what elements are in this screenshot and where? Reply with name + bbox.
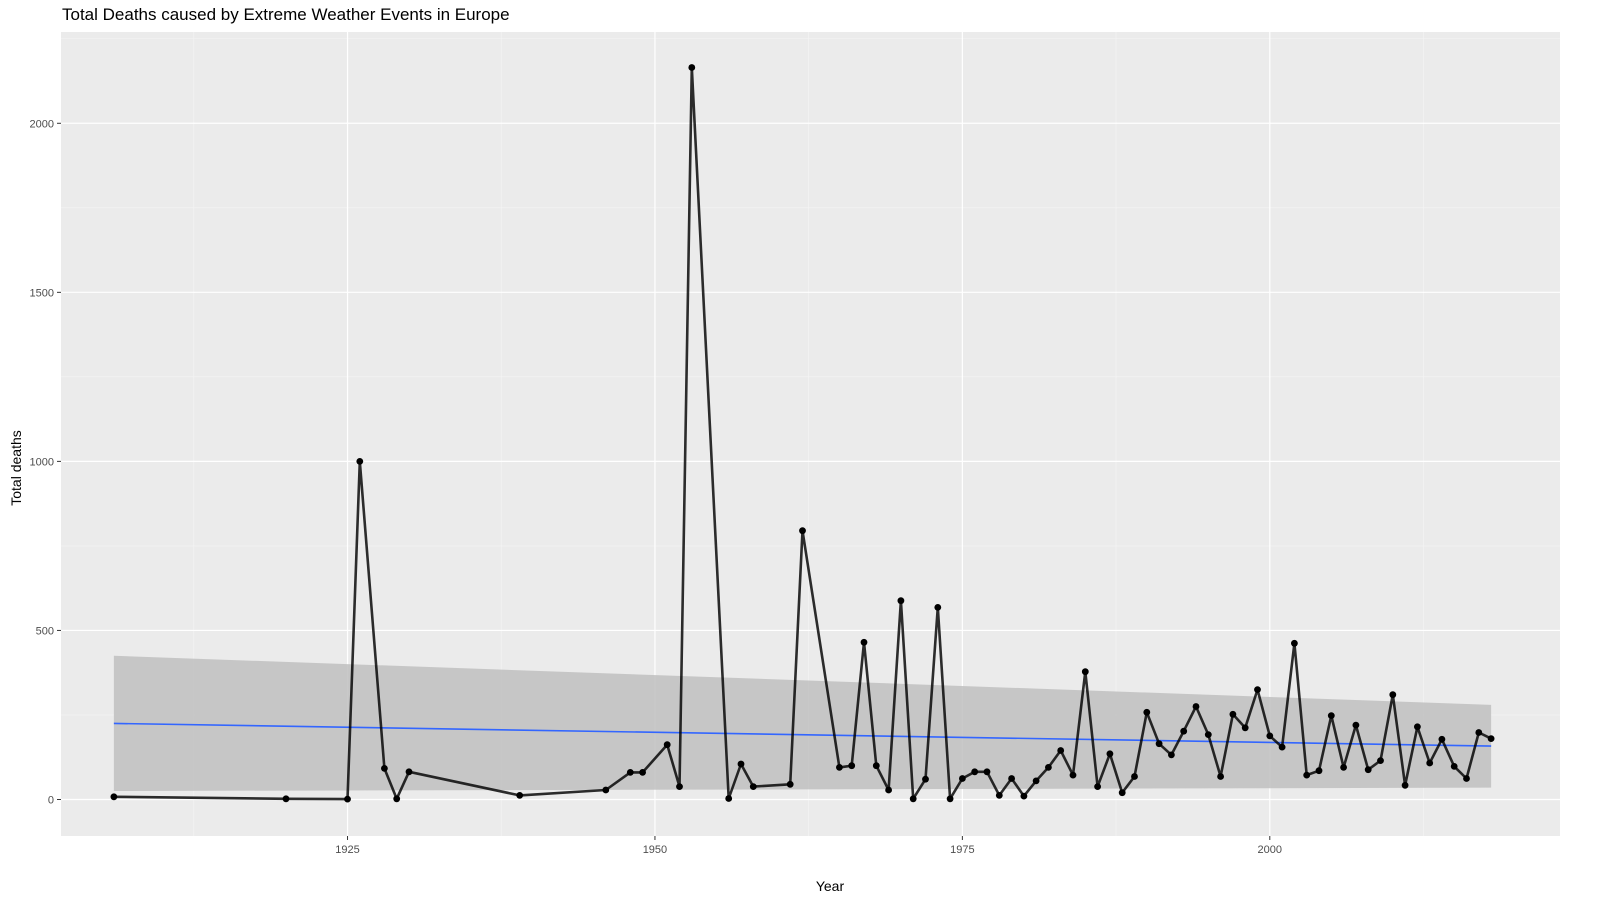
data-point — [1180, 727, 1188, 735]
x-tick-label: 1925 — [335, 844, 359, 856]
data-point — [737, 760, 745, 768]
data-point — [393, 795, 401, 803]
data-point — [282, 795, 290, 803]
data-point — [860, 638, 868, 646]
data-point — [639, 769, 646, 776]
y-tick-label: 1000 — [30, 456, 54, 468]
data-point — [1143, 708, 1151, 716]
data-point — [799, 527, 806, 535]
data-point — [1377, 757, 1384, 764]
data-point — [1008, 775, 1015, 782]
data-point — [897, 597, 905, 605]
data-point — [725, 795, 733, 802]
data-point — [1069, 771, 1077, 779]
data-point — [922, 775, 929, 783]
axis-ticks — [57, 122, 1271, 840]
data-point — [344, 795, 351, 803]
x-axis-label-wrap: Year — [0, 878, 1600, 894]
data-point — [836, 764, 843, 771]
y-tick-label: 1500 — [30, 287, 54, 299]
data-point — [1229, 710, 1237, 718]
y-tick-label: 0 — [48, 794, 54, 806]
data-point — [946, 795, 954, 803]
data-point — [848, 762, 856, 770]
data-point — [1057, 747, 1065, 754]
data-point — [1438, 735, 1446, 743]
data-point — [356, 458, 364, 465]
data-point — [885, 786, 892, 794]
data-point — [872, 762, 880, 770]
x-tick-label: 1950 — [643, 844, 667, 856]
data-point — [1327, 712, 1335, 719]
data-point — [786, 780, 794, 788]
data-point — [1401, 781, 1409, 789]
data-point — [1045, 764, 1052, 771]
data-point — [1352, 721, 1360, 729]
data-point — [688, 64, 696, 71]
data-point — [663, 741, 671, 749]
data-point — [1217, 773, 1224, 780]
data-point — [934, 604, 942, 611]
data-point — [1340, 764, 1347, 771]
data-point — [676, 783, 683, 790]
trend-line — [113, 722, 1492, 747]
y-tick-label: 500 — [36, 625, 54, 637]
data-point — [995, 792, 1003, 799]
data-point — [626, 769, 634, 776]
data-point — [1254, 686, 1261, 693]
data-point — [1081, 668, 1089, 676]
data-point — [1155, 740, 1163, 748]
data-point — [1426, 759, 1434, 767]
data-point — [1241, 724, 1249, 732]
x-tick-label: 2000 — [1258, 844, 1282, 856]
data-point — [110, 793, 118, 801]
data-points — [110, 64, 1495, 803]
confidence-band-group — [113, 655, 1492, 792]
data-point — [1131, 773, 1138, 780]
data-point — [1204, 731, 1212, 738]
data-point — [909, 795, 917, 803]
data-point — [1192, 703, 1200, 710]
data-point — [381, 765, 388, 772]
data-point — [1106, 750, 1114, 758]
y-tick-label: 2000 — [30, 118, 54, 130]
data-point — [1094, 783, 1101, 790]
chart-title: Total Deaths caused by Extreme Weather E… — [62, 5, 510, 24]
data-point — [1414, 723, 1421, 731]
data-point — [602, 786, 610, 794]
data-point — [959, 775, 966, 782]
data-point — [516, 792, 524, 799]
y-axis-label: Total deaths — [8, 430, 24, 506]
confidence-band — [113, 655, 1492, 792]
data-point — [1463, 775, 1470, 782]
data-point — [1487, 735, 1495, 742]
data-point — [1168, 751, 1175, 759]
data-point — [971, 768, 979, 776]
trend-line-group — [113, 722, 1492, 747]
data-point — [1291, 639, 1298, 647]
x-axis-label: Year — [815, 878, 845, 894]
data-point — [1315, 767, 1323, 775]
data-point — [1450, 763, 1458, 770]
data-point — [1020, 792, 1028, 800]
data-point — [1266, 732, 1274, 740]
data-point — [983, 768, 991, 776]
data-point — [1032, 777, 1040, 785]
data-point — [405, 768, 413, 776]
data-point — [1389, 691, 1397, 699]
data-point — [1475, 729, 1483, 736]
data-point — [749, 783, 757, 790]
x-tick-label: 1975 — [950, 844, 974, 856]
data-point — [1303, 771, 1311, 779]
tick-labels: 1925 1950 1975 2000 0 500 1000 1500 2000 — [30, 118, 1283, 856]
data-point — [1364, 766, 1372, 774]
data-point — [1118, 789, 1126, 797]
data-point — [1278, 743, 1286, 751]
